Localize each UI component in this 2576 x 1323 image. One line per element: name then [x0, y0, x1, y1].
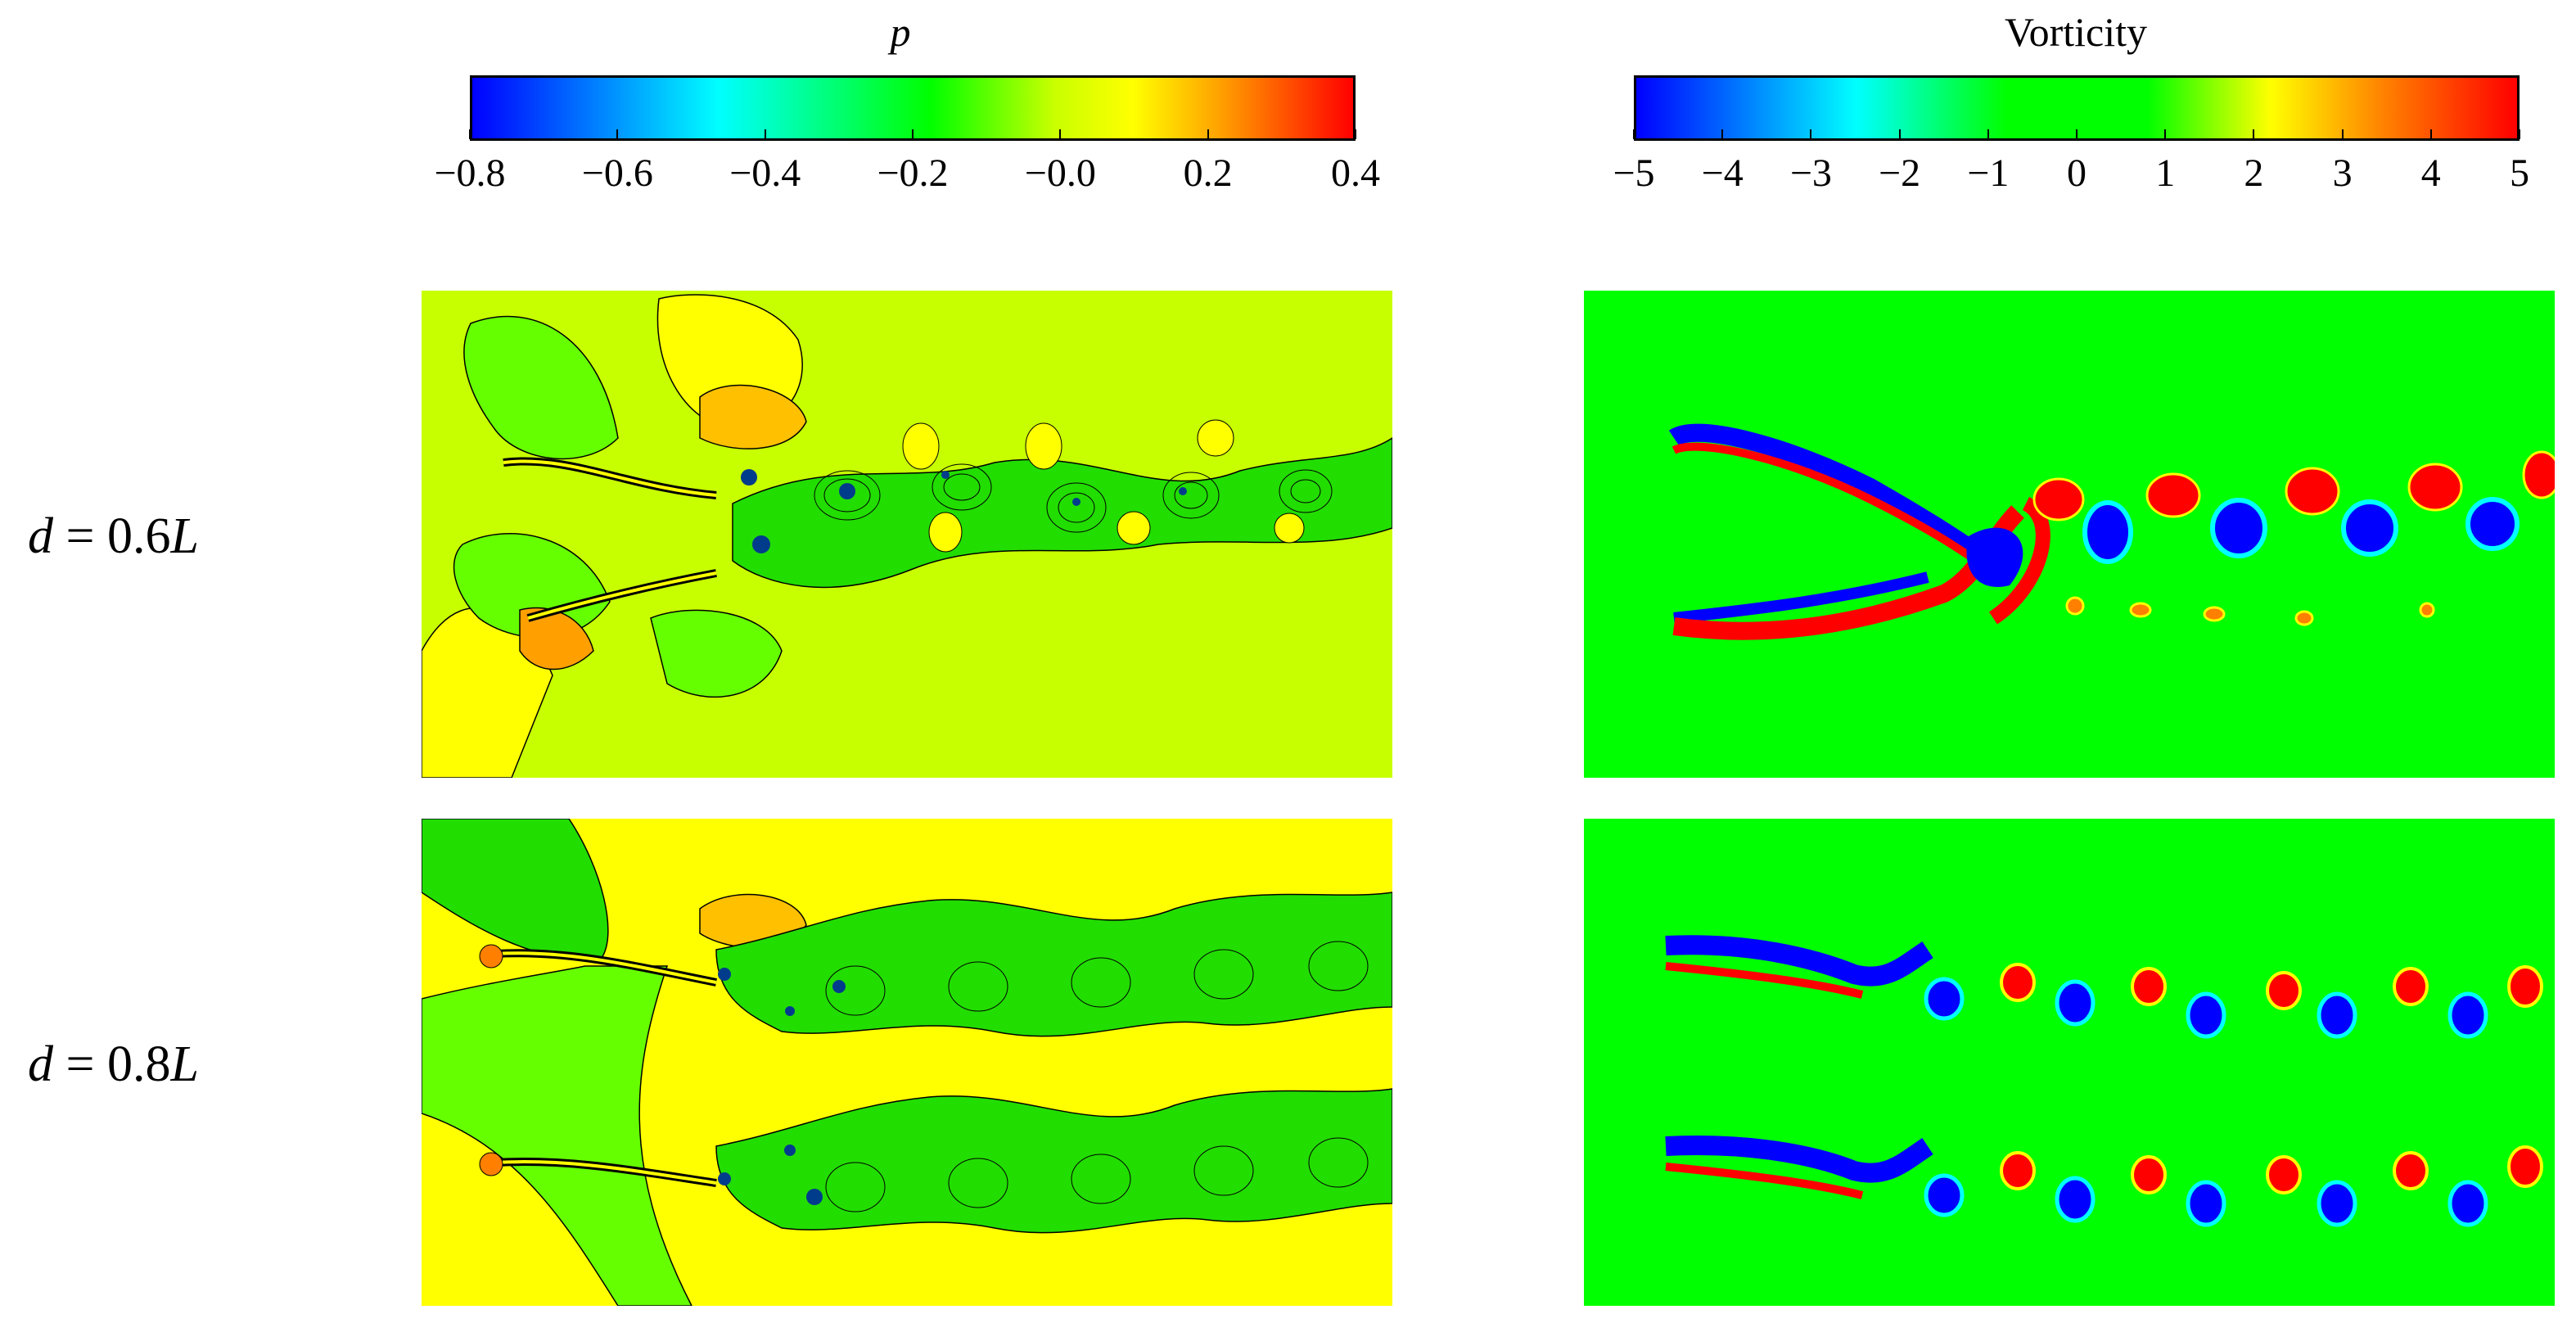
pressure-colorbar-tickmark	[616, 129, 619, 139]
pressure-colorbar-tick-label: −0.4	[729, 151, 801, 195]
vorticity-colorbar-tickmark	[2519, 129, 2520, 139]
vorticity-colorbar-tick-label: 5	[2510, 151, 2529, 195]
pressure-colorbar-tick-label: −0.6	[581, 151, 653, 195]
vorticity-colorbar-tickmark	[2341, 129, 2344, 139]
pressure-colorbar-tick-label: −0.8	[434, 151, 506, 195]
vorticity-colorbar-tickmark	[1721, 129, 1724, 139]
pressure-colorbar-tickmark	[764, 129, 766, 139]
vorticity-panel-d-0.6L	[1584, 291, 2555, 778]
vorticity-colorbar-tickmark	[1987, 129, 1989, 139]
pressure-colorbar-tick-label: −0.2	[877, 151, 949, 195]
pressure-colorbar-tick-label: 0.2	[1183, 151, 1233, 195]
vorticity-colorbar-tick-label: 0	[2067, 151, 2087, 195]
vorticity-colorbar-tick-label: 3	[2332, 151, 2353, 195]
pressure-colorbar-tick-label: −0.0	[1024, 151, 1096, 195]
vorticity-colorbar-tickmark	[2253, 129, 2255, 139]
vorticity-colorbar-tick-label: −1	[1967, 151, 2010, 195]
vorticity-colorbar-tickmark	[2429, 129, 2432, 139]
vorticity-colorbar-title: Vorticity	[2004, 9, 2148, 55]
vorticity-colorbar-tick-label: −4	[1701, 151, 1744, 195]
row-label-d-0.6L: d = 0.6L	[28, 508, 199, 564]
pressure-colorbar-tickmark	[912, 129, 914, 139]
vorticity-colorbar-tick-label: 2	[2244, 151, 2264, 195]
pressure-colorbar-tickmark	[1059, 129, 1062, 139]
vorticity-colorbar-tick-label: 4	[2420, 151, 2441, 195]
vorticity-colorbar-tickmark	[1633, 129, 1635, 139]
pressure-panel-d-0.8L	[422, 819, 1392, 1306]
vorticity-colorbar-tick-label: 1	[2155, 151, 2176, 195]
vorticity-colorbar-tickmark	[1810, 129, 1812, 139]
vorticity-colorbar-tickmark	[2164, 129, 2167, 139]
pressure-colorbar-tickmark	[469, 129, 471, 139]
vorticity-panel-d-0.8L	[1584, 819, 2555, 1306]
pressure-panel-d-0.6L	[422, 291, 1392, 778]
pressure-colorbar-tickmark	[1355, 129, 1356, 139]
vorticity-colorbar-tickmark	[2076, 129, 2077, 139]
pressure-colorbar-tickmark	[1207, 129, 1209, 139]
row-label-d-0.8L: d = 0.8L	[28, 1036, 199, 1092]
vorticity-colorbar-tickmark	[1898, 129, 1901, 139]
vorticity-colorbar-tick-label: −3	[1789, 151, 1832, 195]
pressure-colorbar-tick-label: 0.4	[1331, 151, 1380, 195]
pressure-colorbar-title: p	[890, 9, 911, 55]
vorticity-colorbar-tick-label: −2	[1879, 151, 1921, 195]
vorticity-colorbar-tick-label: −5	[1613, 151, 1655, 195]
